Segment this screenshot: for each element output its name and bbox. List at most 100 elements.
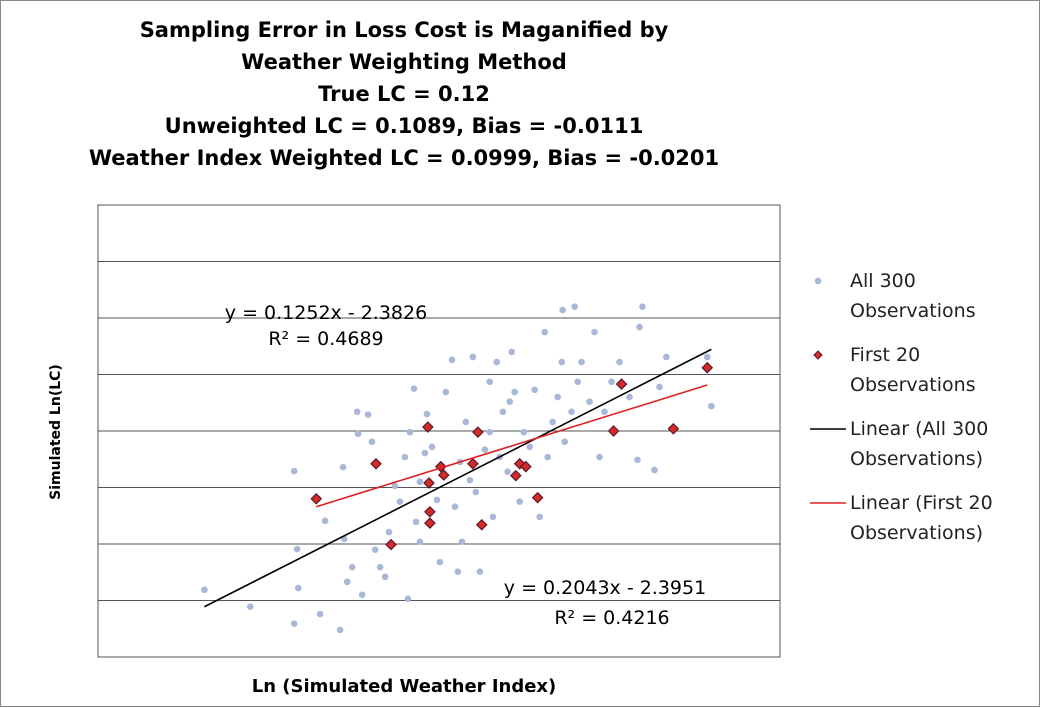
point [476,568,484,575]
point [290,620,298,627]
point [578,358,585,366]
point [504,468,511,475]
point [571,303,579,311]
point [486,428,493,436]
point [536,513,544,521]
subtitle: Weather Index Weighted LC = 0.0999, Bias… [88,146,720,170]
point [472,488,480,496]
point [339,463,347,471]
point [626,393,633,401]
trend-r2: R² = 0.4216 [554,607,670,629]
point [559,306,566,314]
point [499,408,507,416]
legend-key [814,277,822,285]
point [703,353,711,361]
point [663,353,670,361]
point [294,584,302,592]
point [412,518,420,526]
legend-item: Linear (All 300 Observations) [800,414,1000,474]
point [448,356,456,364]
legend-key [813,350,823,360]
point [568,408,575,416]
point [201,586,208,594]
point [462,418,470,426]
x-axis-label: Ln (Simulated Weather Index) [251,676,557,697]
point [639,303,646,311]
legend-label: All 300 Observations [850,270,976,322]
point [591,328,598,336]
point [467,457,479,470]
point [376,563,384,571]
chart-title: Sampling Error in Loss Cost is Maganifie… [139,18,669,74]
point [601,408,608,416]
point [370,457,382,470]
point [396,498,404,505]
point [708,402,715,410]
legend-marker [813,350,823,360]
point [433,496,441,504]
legend: All 300 Observations First 20 Observation… [800,266,1000,562]
point [615,378,628,390]
point [451,503,459,511]
point [343,578,351,586]
point [608,378,615,386]
point [404,595,412,603]
point [526,443,534,451]
trend-equation: y = 0.2043x - 2.3951 [503,577,707,599]
legend-label: Linear (First 20 Observations) [850,492,993,544]
point [406,428,414,436]
point [667,422,680,435]
point [290,467,298,475]
point [701,361,714,374]
point [424,505,436,518]
point [436,558,444,566]
point [364,411,372,418]
point [531,386,539,394]
point [516,498,524,505]
point [348,563,356,571]
point [391,482,399,490]
point [293,545,301,553]
point [651,466,658,474]
point [358,591,366,599]
point [458,538,466,546]
point [544,453,551,461]
point [385,528,393,536]
legend-key [810,502,846,504]
point [475,518,488,531]
point [423,477,435,489]
point [424,517,436,529]
subtitle: True LC = 0.12 [318,82,490,106]
point [401,453,409,461]
point [586,398,593,405]
point [354,430,362,438]
point [558,358,566,366]
point [574,378,581,386]
trend-r2: R² = 0.4689 [268,328,384,350]
subtitle: Unweighted LC = 0.1089, Bias = -0.0111 [164,114,644,138]
point [442,388,450,396]
trendline [204,348,712,608]
point [607,425,620,437]
point [486,378,493,386]
point [316,610,324,618]
point [561,438,569,446]
point [541,328,549,336]
legend-key [810,428,846,430]
point [469,353,477,361]
point [368,438,376,446]
point [481,446,489,453]
legend-item: All 300 Observations [800,266,1000,326]
trend-equation: y = 0.1252x - 2.3826 [224,302,428,324]
point [428,443,436,451]
point [385,538,397,551]
legend-item: First 20 Observations [800,340,1000,400]
point [554,393,561,401]
legend-label: Linear (All 300 Observations) [850,418,989,470]
legend-label: First 20 Observations [850,344,976,396]
title-block: Sampling Error in Loss Cost is Maganifie… [84,14,724,174]
point [489,513,497,521]
point [421,449,429,457]
